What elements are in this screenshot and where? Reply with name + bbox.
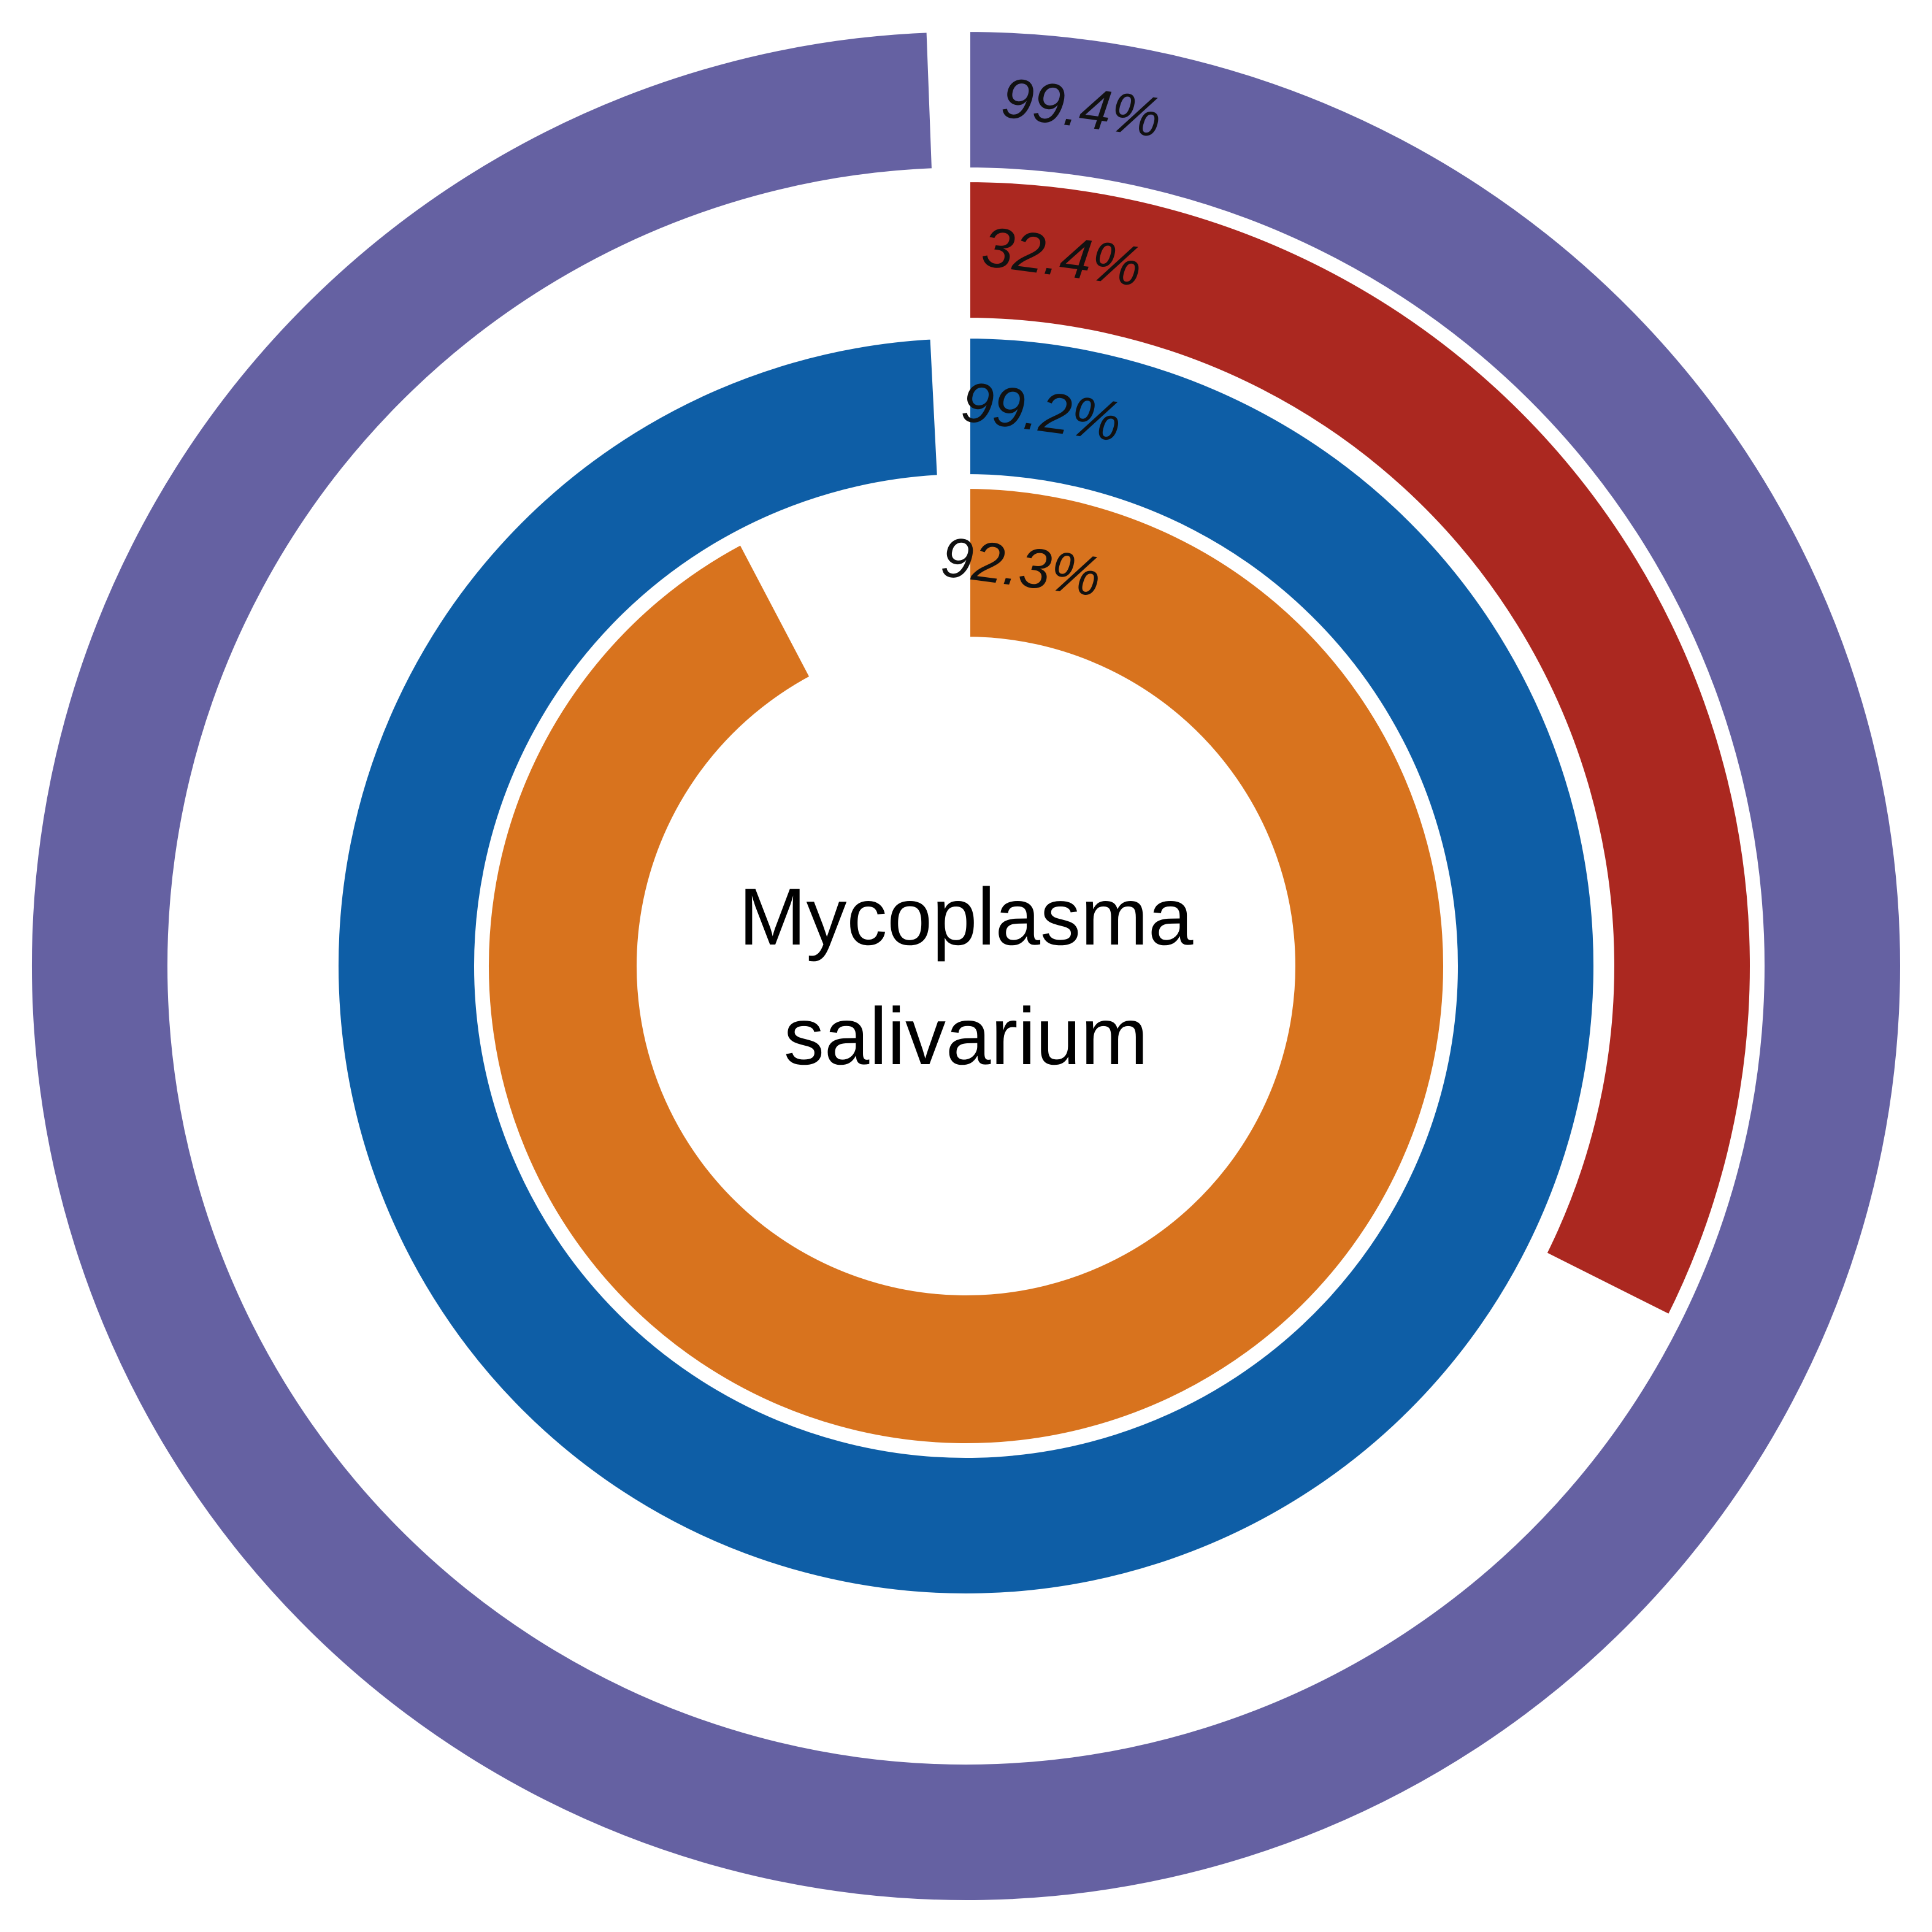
ring-bar-3 (330, 329, 1602, 1602)
ring-bar-1 (23, 23, 1909, 1909)
center-label-line-1: Mycoplasma (739, 872, 1194, 962)
ring-bar-4 (480, 480, 1452, 1452)
rings-layer (23, 23, 1909, 1909)
ring-bar-2 (962, 173, 1758, 1325)
center-label-line-2: salivarium (784, 991, 1148, 1081)
